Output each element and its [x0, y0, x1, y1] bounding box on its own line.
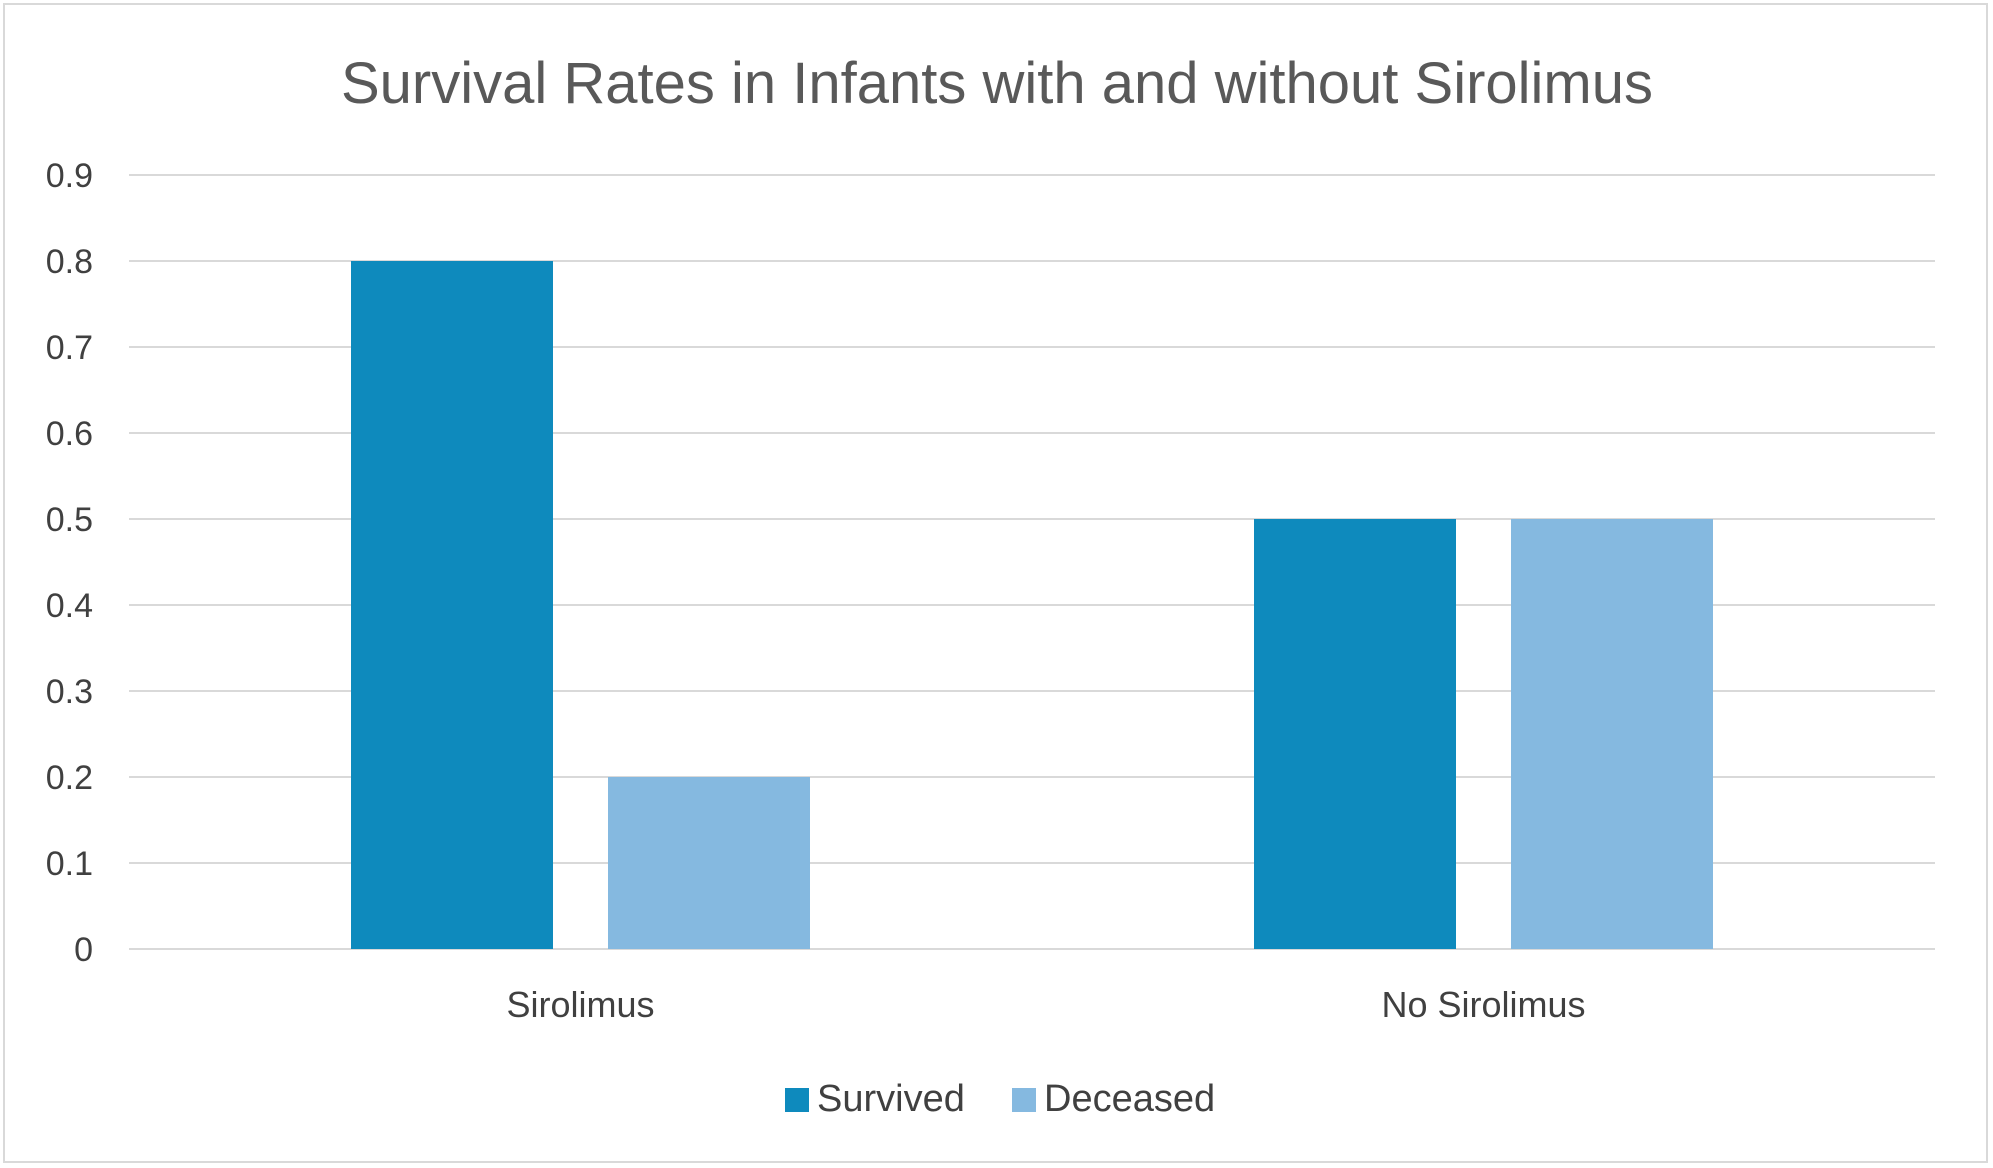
- y-tick-label: 0.2: [46, 759, 93, 797]
- y-axis-ticks: 0 0.1 0.2 0.3 0.4 0.5 0.6 0.7 0.8 0.9: [46, 157, 93, 969]
- x-category-label: Sirolimus: [506, 984, 654, 1025]
- x-axis-categories: Sirolimus No Sirolimus: [506, 984, 1585, 1025]
- legend-label-deceased: Deceased: [1044, 1078, 1215, 1120]
- y-tick-label: 0.1: [46, 845, 93, 883]
- legend-label-survived: Survived: [817, 1078, 965, 1120]
- chart-frame: Survival Rates in Infants with and witho…: [3, 3, 1988, 1163]
- bars: [351, 261, 1713, 949]
- y-tick-label: 0.8: [46, 243, 93, 281]
- bar-deceased-1: [1511, 519, 1713, 949]
- y-tick-label: 0.5: [46, 501, 93, 539]
- y-tick-label: 0.4: [46, 587, 93, 625]
- bar-survived-1: [1254, 519, 1456, 949]
- y-tick-label: 0.3: [46, 673, 93, 711]
- chart-title: Survival Rates in Infants with and witho…: [341, 51, 1653, 116]
- legend-swatch-deceased: [1012, 1088, 1036, 1112]
- y-tick-label: 0.9: [46, 157, 93, 195]
- y-tick-label: 0: [74, 931, 93, 969]
- legend: Survived Deceased: [785, 1078, 1215, 1120]
- legend-swatch-survived: [785, 1088, 809, 1112]
- bar-chart: Survival Rates in Infants with and witho…: [46, 51, 1935, 1120]
- bar-survived-0: [351, 261, 553, 949]
- x-category-label: No Sirolimus: [1381, 984, 1585, 1025]
- y-tick-label: 0.6: [46, 415, 93, 453]
- bar-deceased-0: [608, 777, 810, 949]
- y-tick-label: 0.7: [46, 329, 93, 367]
